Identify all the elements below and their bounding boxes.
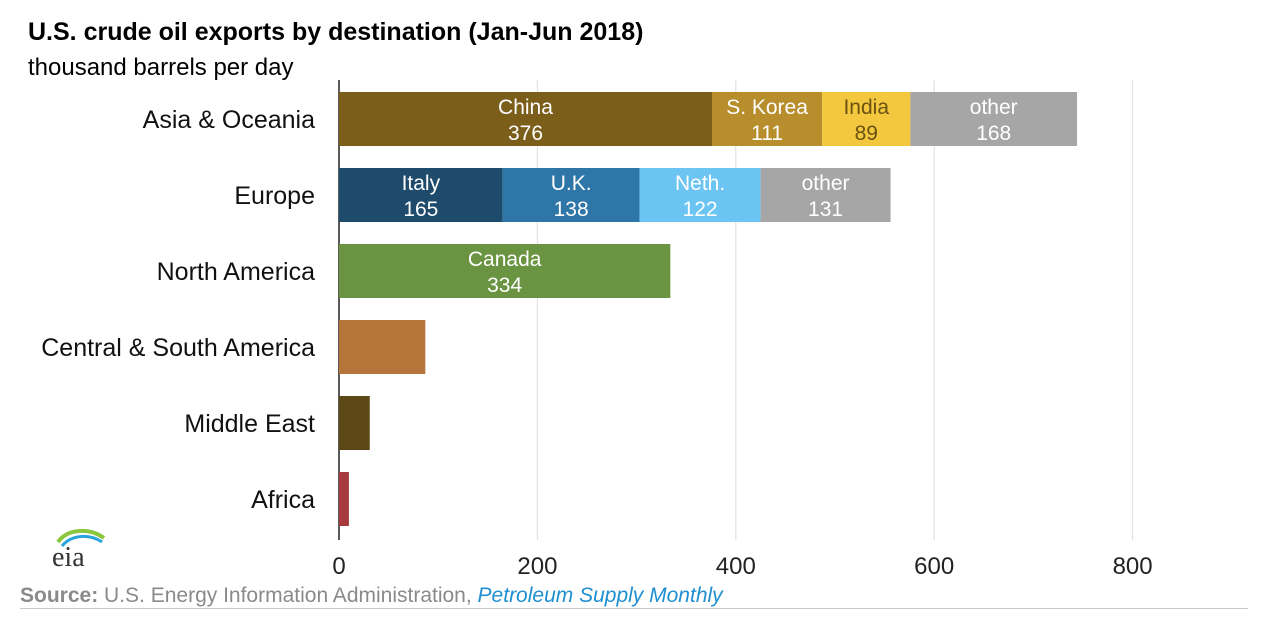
category-label-africa: Africa <box>251 486 315 514</box>
bar-asia-oceania-3 <box>910 92 1078 146</box>
bar-central-south-america-0 <box>339 320 426 374</box>
category-labels: Asia & Oceania Europe North America Central… <box>41 106 315 514</box>
bar-europe-1 <box>502 168 640 222</box>
x-tick-label-600: 600 <box>914 553 954 580</box>
segment-label-europe-0: Italy <box>402 172 441 195</box>
bar-africa-0 <box>339 472 349 526</box>
x-tick-label-0: 0 <box>332 553 345 580</box>
x-tick-labels: 0 200 400 600 800 <box>332 553 1152 580</box>
category-label-central-south-america: Central & South America <box>41 334 315 362</box>
chart-title: U.S. crude oil exports by destination (J… <box>28 18 644 46</box>
logo-swoosh-green <box>56 529 106 544</box>
segment-label-north-america-0: Canada <box>468 248 542 271</box>
publication-link[interactable]: Petroleum Supply Monthly <box>477 584 723 607</box>
gridlines <box>338 80 1134 540</box>
segment-label-asia-oceania-2: India <box>843 96 889 119</box>
bar-asia-oceania-0 <box>339 92 712 146</box>
source-note: Source: U.S. Energy Information Administ… <box>20 584 723 608</box>
chart-subtitle: thousand barrels per day <box>28 54 294 81</box>
segment-value-asia-oceania-2: 89 <box>855 122 878 145</box>
bar-north-america-0 <box>339 244 671 298</box>
bar-asia-oceania-2 <box>822 92 911 146</box>
category-label-north-america: North America <box>157 258 315 286</box>
x-tick-label-200: 200 <box>517 553 557 580</box>
x-tick-label-400: 400 <box>716 553 756 580</box>
x-tick-label-800: 800 <box>1113 553 1153 580</box>
source-text: U.S. Energy Information Administration, <box>104 584 472 607</box>
segment-label-europe-1: U.K. <box>551 172 592 195</box>
segment-label-asia-oceania-0: China <box>498 96 553 119</box>
segment-value-europe-1: 138 <box>554 198 589 221</box>
bar-asia-oceania-1 <box>711 92 823 146</box>
logo-swoosh-blue <box>60 535 103 548</box>
bars: China 376 S. Korea 111 India 89 other 168 Italy 1… <box>339 92 1078 526</box>
segment-label-asia-oceania-3: other <box>970 96 1018 119</box>
segment-value-asia-oceania-3: 168 <box>976 122 1011 145</box>
segment-label-europe-3: other <box>802 172 850 195</box>
logo-text: eia <box>52 542 85 572</box>
category-label-middle-east: Middle East <box>184 410 315 438</box>
bar-europe-2 <box>639 168 761 222</box>
footer-divider <box>20 608 1248 609</box>
bar-europe-3 <box>760 168 891 222</box>
bar-middle-east-0 <box>339 396 370 450</box>
segment-value-europe-0: 165 <box>403 198 438 221</box>
source-label: Source: <box>20 584 99 607</box>
category-label-asia-oceania: Asia & Oceania <box>143 106 315 134</box>
segment-value-asia-oceania-0: 376 <box>508 122 543 145</box>
bar-chart: China 376 S. Korea 111 India 89 other 168 Italy 1… <box>41 80 1153 580</box>
bar-europe-0 <box>339 168 503 222</box>
segment-value-north-america-0: 334 <box>487 274 522 297</box>
segment-value-europe-2: 122 <box>683 198 718 221</box>
segment-label-europe-2: Neth. <box>675 172 725 195</box>
category-label-europe: Europe <box>234 182 315 210</box>
segment-value-asia-oceania-1: 111 <box>751 122 783 145</box>
eia-logo: eia <box>50 526 110 577</box>
segment-value-europe-3: 131 <box>808 198 843 221</box>
segment-label-asia-oceania-1: S. Korea <box>726 96 808 119</box>
